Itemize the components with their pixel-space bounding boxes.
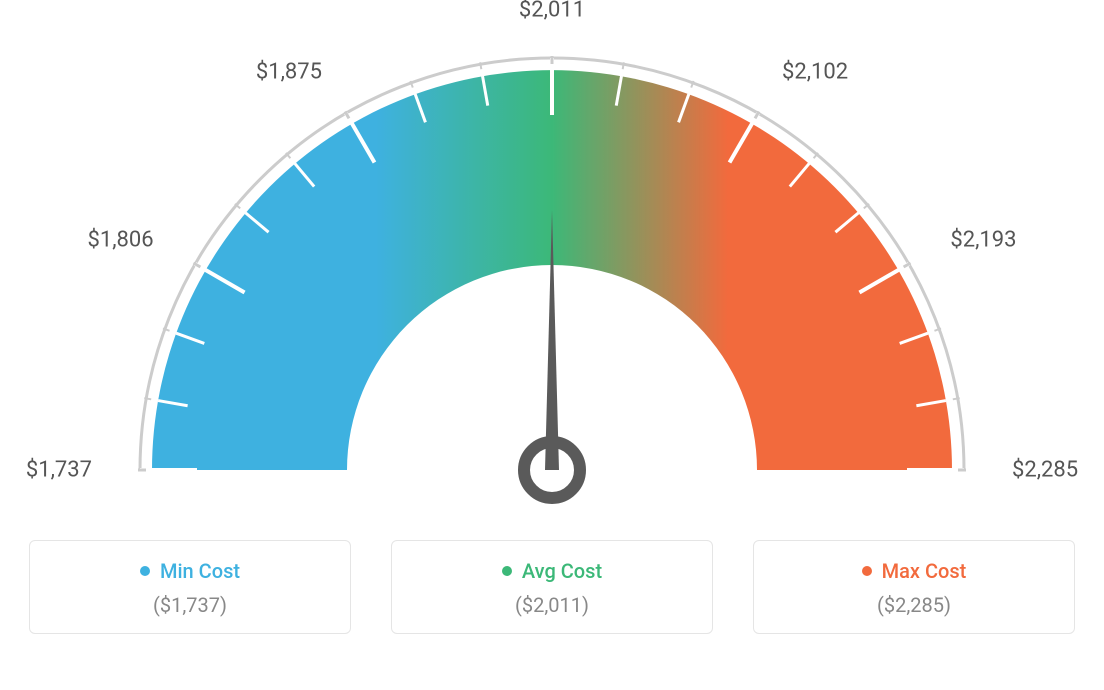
- gauge-chart: $1,737 $1,806 $1,875 $2,011 $2,102 $2,193 $2,2…: [0, 0, 1104, 520]
- legend-value-min: ($1,737): [40, 593, 340, 617]
- dot-icon: [502, 566, 512, 576]
- legend-value-max: ($2,285): [764, 593, 1064, 617]
- gauge-tick-label: $1,875: [256, 59, 322, 84]
- gauge-tick-label: $2,102: [782, 59, 848, 84]
- legend-title-label: Avg Cost: [522, 559, 602, 583]
- legend-card-max: Max Cost ($2,285): [753, 540, 1075, 634]
- legend-title-label: Min Cost: [160, 559, 240, 583]
- gauge-tick-label: $1,806: [87, 228, 153, 253]
- dot-icon: [140, 566, 150, 576]
- legend-value-avg: ($2,011): [402, 593, 702, 617]
- dot-icon: [862, 566, 872, 576]
- legend-title-label: Max Cost: [882, 559, 967, 583]
- gauge-tick-label: $2,011: [519, 0, 585, 23]
- legend-title-max: Max Cost: [862, 559, 967, 583]
- legend-card-min: Min Cost ($1,737): [29, 540, 351, 634]
- gauge-tick-label: $1,737: [26, 458, 92, 483]
- gauge-svg: [0, 0, 1104, 520]
- legend-row: Min Cost ($1,737) Avg Cost ($2,011) Max …: [0, 540, 1104, 634]
- legend-card-avg: Avg Cost ($2,011): [391, 540, 713, 634]
- gauge-tick-label: $2,193: [950, 228, 1016, 253]
- legend-title-avg: Avg Cost: [502, 559, 602, 583]
- legend-title-min: Min Cost: [140, 559, 240, 583]
- gauge-tick-label: $2,285: [1012, 458, 1078, 483]
